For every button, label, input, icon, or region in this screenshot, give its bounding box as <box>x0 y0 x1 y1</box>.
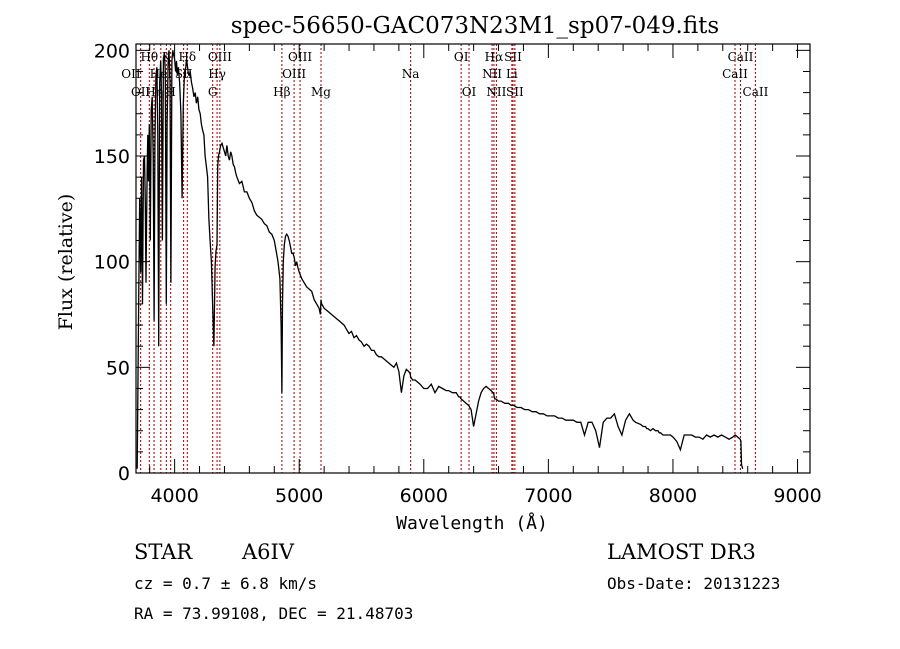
x-tick-label: 6000 <box>400 485 448 507</box>
spectral-line-labels: OIIOIIHθHηHeIKHSIIHδGHγOIIIHβOIIIOIIIMgN… <box>121 50 768 99</box>
spectral-line-label: K <box>162 50 172 64</box>
y-tick-label: 0 <box>118 463 130 485</box>
spectral-line-label: OI <box>454 50 469 64</box>
y-tick-label: 200 <box>94 40 130 62</box>
spectral-line-label: G <box>208 85 218 99</box>
spectral-line-label: OIII <box>208 50 232 64</box>
spectral-line-label: NII <box>482 67 502 81</box>
spectral-line-markers <box>140 44 756 473</box>
x-tick-label: 5000 <box>275 485 323 507</box>
x-tick-label: 7000 <box>524 485 572 507</box>
spectral-line-label: SII <box>504 50 522 64</box>
spectral-line-label: Na <box>402 67 420 81</box>
x-axis-label: Wavelength (Å) <box>396 512 548 534</box>
object-class: STAR <box>134 540 193 564</box>
y-axis-ticks: 0 50 100 150 200 <box>94 40 810 485</box>
x-axis-ticks: 4000 5000 6000 7000 8000 9000 <box>149 44 822 507</box>
y-tick-label: 100 <box>94 252 130 274</box>
x-tick-label: 9000 <box>773 485 821 507</box>
x-tick-label: 8000 <box>649 485 697 507</box>
object-subclass: A6IV <box>242 540 294 564</box>
spectral-line-label: CaII <box>722 67 748 81</box>
spectral-line-label: OIII <box>288 50 312 64</box>
survey-name: LAMOST DR3 <box>607 540 756 564</box>
spectral-line-label: Mg <box>311 85 331 99</box>
spectral-line-label: Li <box>506 67 518 81</box>
spectral-line-label: Hθ <box>140 50 158 64</box>
observation-date: Obs-Date: 20131223 <box>607 574 781 593</box>
spectral-line-label: Hα <box>485 50 504 64</box>
spectral-line-label: Hη <box>145 85 163 99</box>
spectral-line-label: CaII <box>728 50 754 64</box>
spectral-line-label: OII <box>121 67 141 81</box>
y-tick-label: 150 <box>94 146 130 168</box>
chart-title: spec-56650-GAC073N23M1_sp07-049.fits <box>231 13 719 39</box>
spectral-line-label: OIII <box>282 67 306 81</box>
spectral-line-label: OI <box>462 85 477 99</box>
y-axis-label: Flux (relative) <box>55 194 77 331</box>
y-tick-label: 50 <box>106 357 130 379</box>
spectral-line-label: Hδ <box>178 50 196 64</box>
spectral-line-label: Hβ <box>273 85 290 99</box>
spectral-line-label: NII <box>486 85 506 99</box>
spectral-line-label: CaII <box>743 85 769 99</box>
spectral-line-label: Hγ <box>208 67 226 81</box>
coordinates-text: RA = 73.99108, DEC = 21.48703 <box>134 604 414 623</box>
spectrum-line <box>136 50 744 469</box>
spectrum-layer <box>136 50 744 469</box>
spectral-line-label: SII <box>506 85 524 99</box>
x-tick-label: 4000 <box>150 485 198 507</box>
plot-frame <box>135 43 811 474</box>
redshift-text: cz = 0.7 ± 6.8 km/s <box>134 574 318 593</box>
